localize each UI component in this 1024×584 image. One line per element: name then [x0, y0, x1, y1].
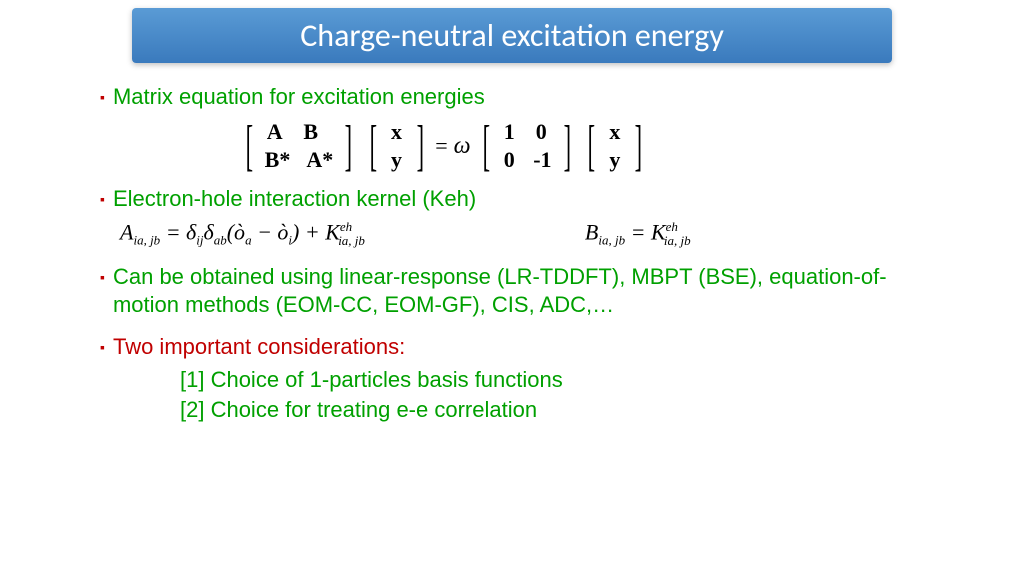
bullet-square-icon: ▪ — [100, 83, 105, 111]
bullet-2: ▪ Electron-hole interaction kernel (Keh) — [100, 185, 924, 213]
mat1-00: A — [265, 119, 285, 145]
mat1-11: A* — [306, 147, 333, 173]
fA-sub: ia, jb — [133, 233, 160, 248]
fB-sup: eh — [666, 219, 678, 234]
bullet-2-text: Electron-hole interaction kernel (Keh) — [113, 185, 476, 213]
vec2-0: x — [607, 119, 623, 145]
slide-title-text: Charge-neutral excitation energy — [300, 16, 724, 55]
mat1-10: B* — [265, 147, 291, 173]
fA-r4: ab — [214, 233, 227, 248]
mat1-01: B — [301, 119, 321, 145]
bullet-3: ▪ Can be obtained using linear-response … — [100, 263, 924, 319]
vec1-0: x — [389, 119, 405, 145]
bullet-3-text: Can be obtained using linear-response (L… — [113, 263, 924, 319]
bullet-4-text: Two important considerations: — [113, 333, 405, 361]
matrix-equation: [ AB B*A* ] [ x y ] = ω [ 10 0-1 ] [ x y… — [240, 119, 924, 173]
fB-r1: = K — [625, 219, 666, 244]
fA-r2: ij — [196, 233, 203, 248]
slide-content: ▪ Matrix equation for excitation energie… — [0, 83, 1024, 425]
mat2-10: 0 — [501, 147, 517, 173]
bullet-square-icon: ▪ — [100, 263, 105, 291]
mat2-11: -1 — [533, 147, 551, 173]
fA-r3: δ — [204, 219, 214, 244]
fB-sub: ia, jb — [598, 233, 625, 248]
sub-list: [1] Choice of 1-particles basis function… — [180, 365, 924, 425]
fA-r5: (ò — [227, 219, 245, 244]
bullet-square-icon: ▪ — [100, 185, 105, 213]
bullet-4: ▪ Two important considerations: — [100, 333, 924, 361]
omega-symbol: ω — [454, 133, 471, 160]
fB-lhs: B — [585, 219, 598, 244]
vec1-1: y — [389, 147, 405, 173]
fA-sub2: ia, jb — [338, 233, 365, 248]
bullet-1: ▪ Matrix equation for excitation energie… — [100, 83, 924, 111]
fB-sub2: ia, jb — [664, 233, 691, 248]
equals-sign: = — [435, 133, 447, 159]
bullet-1-text: Matrix equation for excitation energies — [113, 83, 485, 111]
sub-item-1: [1] Choice of 1-particles basis function… — [180, 365, 924, 395]
fA-r9: ) + K — [292, 219, 340, 244]
sub-item-2: [2] Choice for treating e-e correlation — [180, 395, 924, 425]
bullet-square-icon: ▪ — [100, 333, 105, 361]
fA-r7: − ò — [252, 219, 289, 244]
slide-title-bar: Charge-neutral excitation energy — [132, 8, 892, 63]
vec2-1: y — [607, 147, 623, 173]
formula-A: Aia, jb = δijδab(òa − òi) + Kehia, jb — [120, 219, 365, 249]
formula-row: Aia, jb = δijδab(òa − òi) + Kehia, jb Bi… — [120, 219, 924, 249]
fA-sup: eh — [340, 219, 352, 234]
mat2-00: 1 — [501, 119, 517, 145]
fA-lhs: A — [120, 219, 133, 244]
fA-r1: = δ — [160, 219, 196, 244]
formula-B: Bia, jb = Kehia, jb — [585, 219, 691, 249]
mat2-01: 0 — [533, 119, 549, 145]
